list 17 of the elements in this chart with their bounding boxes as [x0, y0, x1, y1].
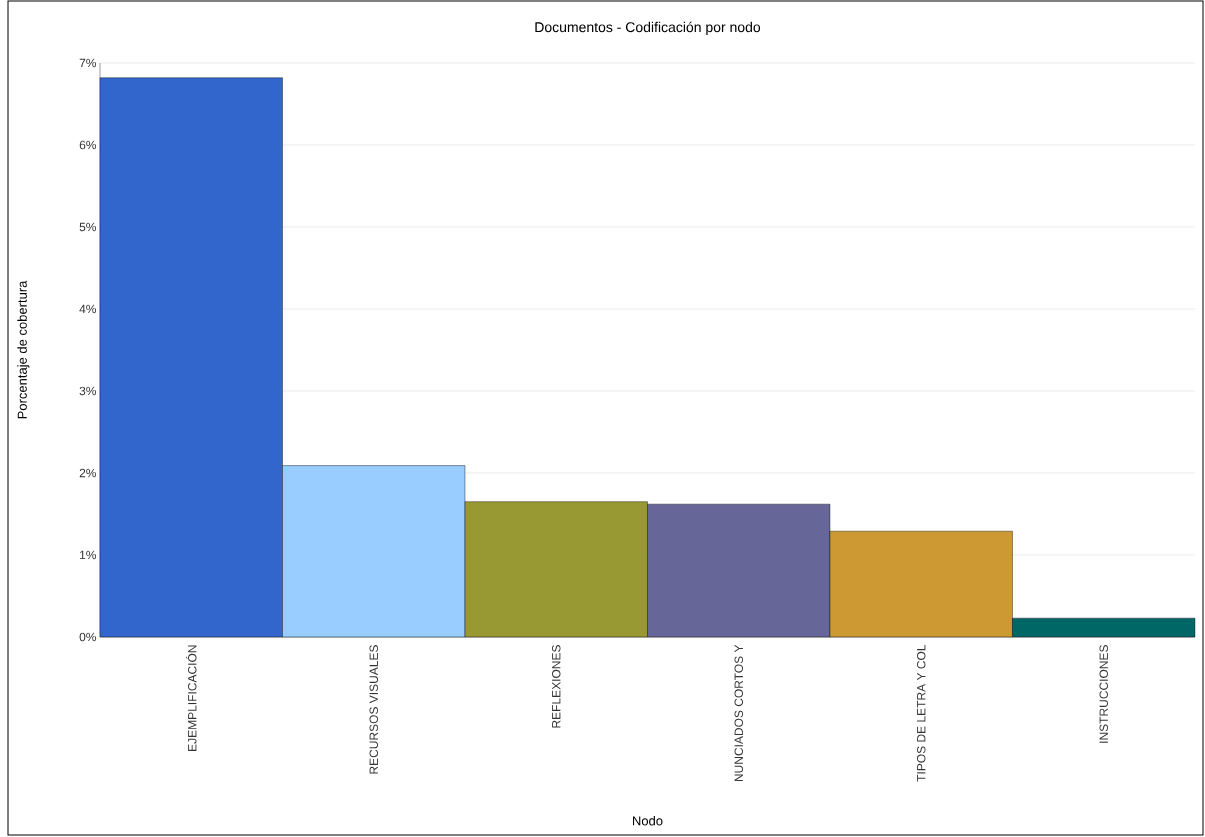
- y-tick-label: 7%: [79, 58, 97, 68]
- y-tick-label: 5%: [79, 222, 97, 232]
- x-tick-label: EJEMPLIFICACIÓN: [186, 645, 197, 751]
- y-tick-label: 4%: [79, 304, 97, 314]
- y-axis-title: Porcentaje de cobertura: [17, 280, 30, 419]
- x-tick-label: NUNCIADOS CORTOS Y: [734, 644, 743, 782]
- y-tick-label: 6%: [79, 140, 97, 150]
- y-tick-label: 3%: [79, 386, 97, 396]
- y-tick-label: 2%: [79, 468, 97, 478]
- x-axis-title: Nodo: [633, 815, 663, 826]
- x-tick-label: INSTRUCCIONES: [1099, 645, 1108, 743]
- x-tick-label: TIPOS DE LETRA Y COL: [916, 644, 926, 782]
- y-tick-label: 0%: [79, 632, 97, 642]
- y-tick-label: 1%: [80, 550, 97, 560]
- x-tick-label: REFLEXIONES: [552, 645, 561, 728]
- x-tick-label: RECURSOS VISUALES: [369, 645, 378, 774]
- chart-title: Documentos - Codificación por nodo: [535, 21, 761, 35]
